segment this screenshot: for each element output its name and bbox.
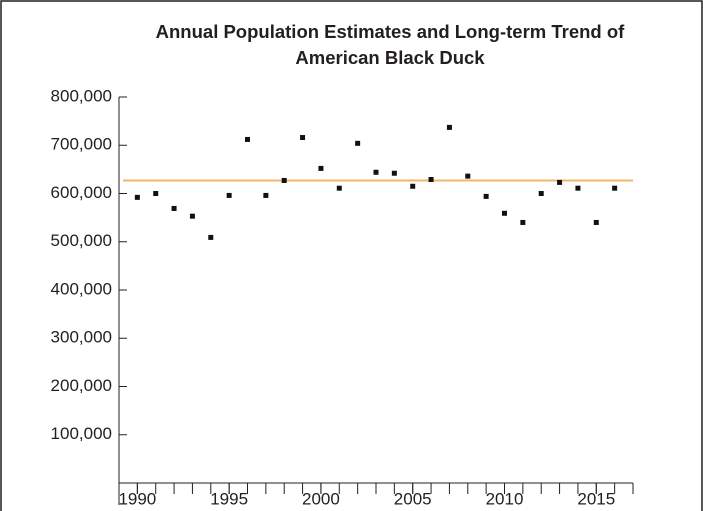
point (465, 173, 471, 179)
point (502, 210, 507, 216)
y-tick-label: 600,000 (51, 183, 112, 202)
point (245, 136, 250, 142)
point (263, 192, 269, 198)
point (593, 219, 599, 225)
point (483, 193, 489, 199)
point (153, 191, 159, 196)
y-tick-label: 500,000 (51, 231, 112, 250)
x-tick-label: 2010 (486, 489, 524, 508)
point (612, 185, 618, 191)
x-tick-label: 1990 (118, 489, 156, 508)
y-tick-label: 200,000 (51, 376, 112, 395)
point (410, 183, 416, 189)
x-tick-label: 2005 (394, 489, 432, 508)
point (189, 213, 195, 219)
point (208, 234, 214, 240)
point (300, 135, 306, 141)
x-tick-label: 2000 (302, 489, 340, 508)
y-tick-label: 400,000 (51, 279, 112, 298)
y-tick-label: 300,000 (51, 328, 112, 347)
y-tick-label: 100,000 (51, 424, 112, 443)
point (373, 169, 379, 175)
point (318, 165, 324, 171)
y-tick-label: 700,000 (51, 135, 112, 154)
point (281, 177, 287, 183)
x-tick-label: 1995 (210, 489, 248, 508)
point (226, 192, 232, 198)
point (575, 185, 581, 191)
y-tick-label: 800,000 (51, 86, 112, 105)
point (355, 140, 361, 146)
point (446, 124, 452, 130)
chart-title: American Black Duck (295, 47, 485, 68)
point (520, 219, 526, 225)
x-tick-label: 2015 (577, 489, 615, 508)
point (171, 205, 177, 211)
point (391, 170, 397, 176)
point (336, 185, 342, 191)
chart-title: Annual Population Estimates and Long-ter… (156, 21, 626, 42)
point (538, 191, 544, 196)
point (557, 179, 563, 185)
point (134, 194, 140, 200)
point (428, 177, 434, 183)
